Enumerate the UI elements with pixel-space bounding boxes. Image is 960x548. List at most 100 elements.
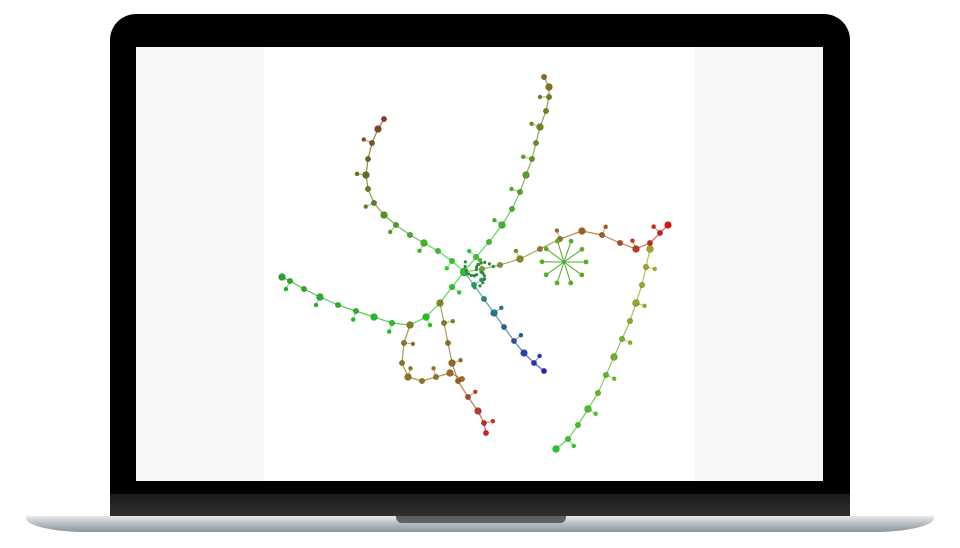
graph-node: [543, 246, 549, 252]
graph-node: [450, 319, 456, 324]
graph-node: [490, 419, 496, 424]
graph-node: [486, 239, 493, 246]
graph-node: [651, 224, 656, 229]
graph-node: [583, 259, 589, 265]
graph-node: [555, 238, 560, 244]
graph-node: [466, 248, 472, 254]
graph-node: [459, 375, 466, 382]
graph-edge: [481, 264, 501, 270]
graph-node: [361, 137, 366, 142]
graph-node: [469, 273, 474, 278]
graph-node: [369, 140, 376, 147]
graph-node: [389, 319, 396, 326]
graph-node: [417, 248, 422, 254]
graph-node: [616, 240, 623, 247]
graph-edge: [563, 241, 572, 263]
graph-node: [446, 369, 454, 377]
graph-node: [408, 366, 413, 371]
graph-node: [431, 366, 436, 371]
graph-node: [283, 286, 289, 292]
graph-node: [579, 272, 585, 278]
north-branch: [460, 73, 553, 276]
graph-node: [463, 260, 467, 264]
graph-node: [540, 73, 547, 80]
graph-edge: [401, 342, 405, 364]
graph-edge: [641, 266, 647, 286]
graph-node: [509, 206, 516, 213]
east-star-node: [539, 238, 589, 286]
graph-node: [393, 222, 400, 229]
graph-node: [448, 359, 456, 367]
graph-node: [532, 140, 539, 147]
graph-node: [501, 323, 508, 330]
graph-node: [571, 443, 576, 449]
laptop-screen: [136, 47, 823, 481]
graph-node: [406, 321, 414, 329]
graph-edge: [531, 142, 537, 160]
graph-node: [444, 266, 449, 271]
graph-node: [540, 367, 547, 374]
graph-node: [564, 435, 571, 442]
graph-node: [509, 186, 514, 192]
graph-edge: [556, 261, 565, 284]
graph-node: [545, 83, 553, 91]
laptop-hinge: [110, 494, 850, 516]
graph-node: [474, 267, 479, 272]
graph-edge: [499, 258, 521, 266]
graph-node: [482, 274, 486, 278]
graph-node: [399, 359, 406, 366]
laptop-notch: [396, 516, 566, 523]
graph-node: [313, 302, 319, 308]
graph-node: [490, 309, 498, 317]
graph-node: [529, 121, 534, 127]
graph-node: [286, 278, 293, 285]
graph-node: [511, 337, 518, 344]
graph-edge: [563, 261, 583, 276]
graph-node: [652, 266, 657, 272]
graph-node: [664, 221, 672, 229]
graph-node: [467, 272, 471, 276]
graph-node: [350, 317, 356, 322]
graph-node: [335, 302, 342, 309]
graph-node: [481, 419, 488, 426]
graph-node: [545, 93, 552, 100]
graph-node: [363, 204, 368, 209]
graph-node: [300, 286, 307, 293]
graph-node: [568, 238, 574, 244]
graph-node: [474, 265, 479, 269]
graph-node: [476, 263, 480, 267]
graph-node: [610, 353, 618, 361]
graph-node: [498, 221, 506, 229]
graph-node: [594, 389, 601, 396]
graph-node: [445, 339, 452, 346]
graph-node: [646, 240, 653, 247]
graph-node: [578, 227, 586, 235]
graph-node: [491, 264, 495, 269]
graph-node: [574, 421, 581, 428]
graph-node: [632, 245, 640, 253]
graph-node: [542, 107, 549, 114]
graph-node: [537, 94, 543, 100]
graph-node: [419, 377, 426, 384]
graph-node: [642, 303, 647, 309]
graph-node: [420, 239, 428, 247]
graph-edge: [559, 230, 583, 240]
graph-edge: [545, 261, 565, 276]
graph-node: [464, 269, 468, 273]
graph-node: [354, 171, 360, 177]
graph-node: [465, 393, 472, 400]
graph-node: [473, 389, 478, 394]
graph-edge: [503, 326, 515, 342]
graph-node: [483, 429, 490, 436]
graph-node: [410, 341, 416, 347]
graph-edge: [563, 261, 572, 284]
graph-node: [407, 232, 414, 239]
graph-node: [474, 407, 482, 415]
graph-node: [632, 299, 640, 307]
graph-node: [381, 116, 388, 123]
graph-edge: [546, 248, 565, 263]
graph-node: [422, 313, 430, 321]
graph-node: [518, 333, 524, 338]
graph-node: [477, 258, 483, 263]
